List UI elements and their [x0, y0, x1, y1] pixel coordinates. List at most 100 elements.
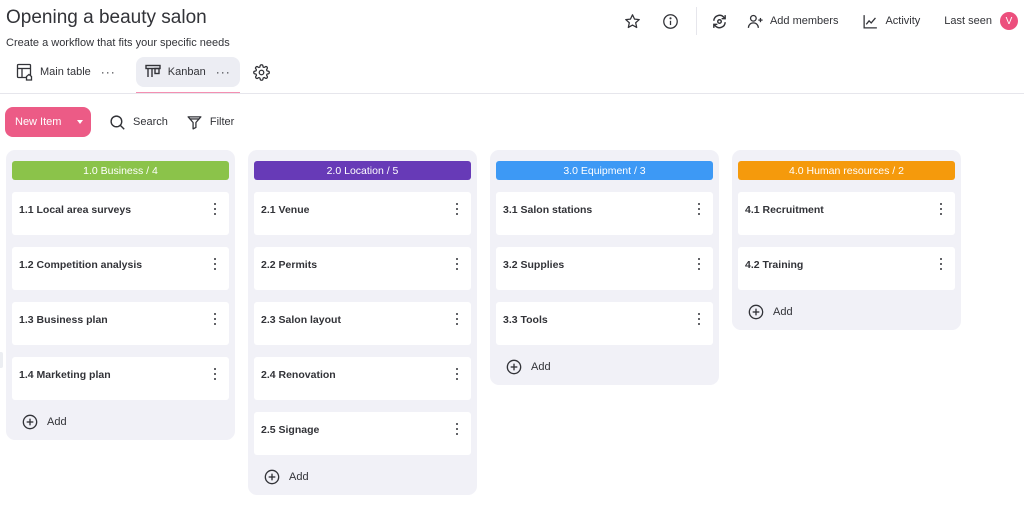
last-seen-button[interactable]: Last seen V: [944, 12, 1018, 30]
column-header[interactable]: 4.0 Human resources / 2: [738, 161, 955, 180]
add-card-button[interactable]: Add: [264, 467, 471, 487]
column-header[interactable]: 1.0 Business / 4: [12, 161, 229, 180]
kanban-card[interactable]: 3.3 Tools: [496, 302, 713, 345]
card-title: 3.2 Supplies: [503, 259, 565, 271]
filter-icon: [187, 115, 202, 130]
header-actions: Add members Activity Last seen V: [622, 7, 1018, 35]
info-icon[interactable]: [660, 10, 682, 32]
more-vertical-icon[interactable]: [455, 368, 459, 380]
gear-icon[interactable]: [252, 62, 272, 82]
tab-label: Kanban: [167, 66, 206, 78]
avatar[interactable]: V: [1000, 12, 1018, 30]
new-item-label: New Item: [15, 116, 62, 128]
more-vertical-icon[interactable]: [697, 258, 701, 270]
plus-circle-icon: [748, 304, 764, 320]
star-icon[interactable]: [622, 10, 644, 32]
card-title: 4.2 Training: [745, 259, 804, 271]
new-item-button[interactable]: New Item: [5, 107, 91, 137]
add-label: Add: [289, 471, 309, 483]
more-vertical-icon[interactable]: [939, 203, 943, 215]
header-divider: [0, 93, 1024, 94]
filter-label: Filter: [209, 116, 235, 128]
add-card-button[interactable]: Add: [506, 357, 713, 377]
add-label: Add: [47, 416, 67, 428]
card-title: 3.1 Salon stations: [503, 204, 593, 216]
more-vertical-icon[interactable]: [213, 313, 217, 325]
add-members-button[interactable]: Add members: [747, 13, 838, 30]
kanban-card[interactable]: 1.1 Local area surveys: [12, 192, 229, 235]
add-card-button[interactable]: Add: [22, 412, 229, 432]
table-home-icon: [16, 63, 34, 81]
kanban-card[interactable]: 4.1 Recruitment: [738, 192, 955, 235]
more-vertical-icon[interactable]: [213, 258, 217, 270]
board-header: Opening a beauty salon Create a workflow…: [0, 0, 1024, 95]
more-vertical-icon[interactable]: [455, 203, 459, 215]
more-vertical-icon[interactable]: [455, 258, 459, 270]
card-title: 1.1 Local area surveys: [19, 204, 132, 216]
column-header[interactable]: 3.0 Equipment / 3: [496, 161, 713, 180]
kanban-column-business: 1.0 Business / 4 1.1 Local area surveys …: [6, 150, 235, 440]
kanban-card[interactable]: 3.2 Supplies: [496, 247, 713, 290]
kanban-card[interactable]: 4.2 Training: [738, 247, 955, 290]
add-person-icon: [747, 14, 763, 28]
card-title: 2.3 Salon layout: [261, 314, 341, 326]
more-vertical-icon[interactable]: [213, 368, 217, 380]
scroll-handle[interactable]: [0, 352, 3, 368]
search-label: Search: [133, 116, 168, 128]
kanban-card[interactable]: 1.4 Marketing plan: [12, 357, 229, 400]
kanban-icon: [144, 63, 162, 81]
more-vertical-icon[interactable]: [697, 313, 701, 325]
kanban-card[interactable]: 1.2 Competition analysis: [12, 247, 229, 290]
search-button[interactable]: Search: [109, 114, 168, 131]
card-title: 2.1 Venue: [261, 204, 310, 216]
card-title: 1.4 Marketing plan: [19, 369, 111, 381]
kanban-column-human-resources: 4.0 Human resources / 2 4.1 Recruitment …: [732, 150, 961, 330]
activity-label: Activity: [885, 15, 921, 27]
kanban-card[interactable]: 2.2 Permits: [254, 247, 471, 290]
search-icon: [110, 114, 125, 130]
add-card-button[interactable]: Add: [748, 302, 955, 322]
kanban-card[interactable]: 1.3 Business plan: [12, 302, 229, 345]
tab-kanban[interactable]: Kanban ···: [135, 57, 240, 94]
page-subtitle: Create a workflow that fits your specifi…: [6, 37, 230, 49]
more-vertical-icon[interactable]: [697, 203, 701, 215]
column-header[interactable]: 2.0 Location / 5: [254, 161, 471, 180]
tab-more-icon[interactable]: ···: [215, 65, 231, 79]
tab-label: Main table: [40, 66, 91, 78]
add-label: Add: [773, 306, 793, 318]
kanban-card[interactable]: 3.1 Salon stations: [496, 192, 713, 235]
activity-button[interactable]: Activity: [862, 13, 920, 30]
card-title: 2.2 Permits: [261, 259, 318, 271]
card-title: 2.4 Renovation: [261, 369, 336, 381]
tab-more-icon[interactable]: ···: [100, 65, 116, 79]
more-vertical-icon[interactable]: [213, 203, 217, 215]
board-toolbar: New Item Search Filter: [5, 107, 234, 137]
card-title: 2.5 Signage: [261, 424, 320, 436]
kanban-card[interactable]: 2.5 Signage: [254, 412, 471, 455]
divider: [695, 7, 697, 35]
card-title: 1.2 Competition analysis: [19, 259, 143, 271]
kanban-card[interactable]: 2.4 Renovation: [254, 357, 471, 400]
more-vertical-icon[interactable]: [939, 258, 943, 270]
activity-chart-icon: [863, 14, 878, 29]
plus-circle-icon: [506, 359, 522, 375]
more-vertical-icon[interactable]: [455, 313, 459, 325]
last-seen-label: Last seen: [944, 15, 992, 27]
card-title: 4.1 Recruitment: [745, 204, 824, 216]
card-title: 3.3 Tools: [503, 314, 548, 326]
chevron-down-icon[interactable]: [77, 120, 83, 124]
sync-icon[interactable]: [709, 10, 731, 32]
add-label: Add: [531, 361, 551, 373]
kanban-column-location: 2.0 Location / 5 2.1 Venue 2.2 Permits 2…: [248, 150, 477, 495]
plus-circle-icon: [264, 469, 280, 485]
kanban-card[interactable]: 2.1 Venue: [254, 192, 471, 235]
plus-circle-icon: [22, 414, 38, 430]
kanban-column-equipment: 3.0 Equipment / 3 3.1 Salon stations 3.2…: [490, 150, 719, 385]
card-title: 1.3 Business plan: [19, 314, 108, 326]
more-vertical-icon[interactable]: [455, 423, 459, 435]
tab-main-table[interactable]: Main table ···: [8, 57, 124, 87]
filter-button[interactable]: Filter: [186, 114, 234, 131]
view-tabs: Main table ··· Kanban ···: [8, 57, 272, 94]
kanban-card[interactable]: 2.3 Salon layout: [254, 302, 471, 345]
page-title: Opening a beauty salon: [6, 7, 207, 28]
